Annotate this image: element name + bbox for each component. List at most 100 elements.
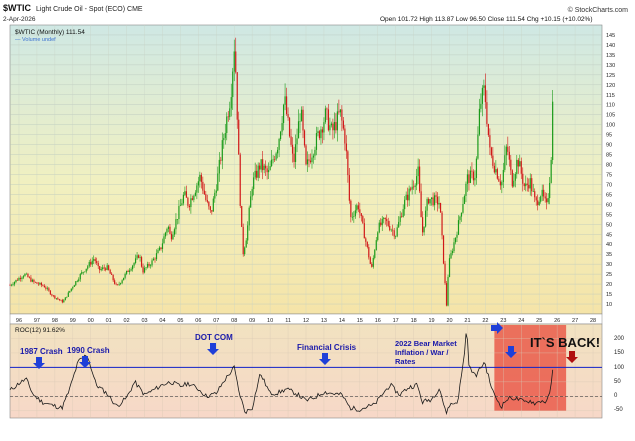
price-candle-body xyxy=(411,186,413,190)
price-candle-body xyxy=(471,170,473,172)
price-candle-body xyxy=(36,282,38,284)
price-candle-body xyxy=(212,198,214,212)
roc-series-line xyxy=(9,333,554,416)
x-axis: 96 97 98 99 00 01 02 03 04 05 06 07 08 09 10 11 12 13 14 15… xyxy=(16,318,596,324)
price-tick-label: 50 xyxy=(606,222,612,228)
price-candle-body xyxy=(516,159,518,174)
price-candle-body xyxy=(522,173,524,184)
its-back-highlight xyxy=(494,325,567,411)
price-candle-body xyxy=(248,207,250,226)
price-candle-body xyxy=(369,257,371,264)
price-candle-body xyxy=(66,296,68,298)
price-candle-body xyxy=(550,159,552,183)
price-candle-body xyxy=(456,234,458,238)
price-candle-body xyxy=(73,285,75,288)
price-candle-body xyxy=(398,221,400,228)
x-tick-label: 99 xyxy=(70,318,76,324)
price-candle-body xyxy=(393,230,395,237)
price-candle-body xyxy=(327,109,330,131)
price-tick-label: 95 xyxy=(606,133,612,139)
price-candle-body xyxy=(251,189,253,197)
price-candle-body xyxy=(549,182,551,199)
annotation-1990-crash: 1990 Crash xyxy=(67,346,110,355)
price-candle-body xyxy=(13,282,16,285)
price-candle-body xyxy=(128,270,131,272)
price-candle-body xyxy=(294,144,297,163)
price-candle-body xyxy=(224,133,226,139)
price-candle-body xyxy=(519,161,521,167)
price-candle-body xyxy=(378,222,380,233)
price-candle-body xyxy=(407,194,409,201)
price-candle-body xyxy=(441,212,443,236)
price-candle-body xyxy=(528,184,530,189)
price-candle-body xyxy=(12,284,14,285)
price-candle-body xyxy=(372,257,374,267)
x-tick-label: 16 xyxy=(375,318,381,324)
price-candle-body xyxy=(230,97,232,109)
price-candle-body xyxy=(15,279,17,283)
price-candle-body xyxy=(120,283,122,284)
price-candle-body xyxy=(114,280,116,284)
price-candle-body xyxy=(317,131,319,134)
price-candle-body xyxy=(510,159,512,171)
price-candle-body xyxy=(118,283,120,285)
price-candle-body xyxy=(374,250,376,258)
price-candle-body xyxy=(18,278,20,281)
price-candle-body xyxy=(483,85,485,88)
price-candle-body xyxy=(381,218,383,226)
x-tick-label: 09 xyxy=(249,318,255,324)
price-candle-body xyxy=(302,109,304,131)
price-candle-body xyxy=(312,155,315,158)
price-candle-body xyxy=(396,227,398,237)
price-candle-body xyxy=(380,222,382,226)
price-tick-label: 15 xyxy=(606,292,612,298)
price-candle-body xyxy=(215,190,217,193)
price-candle-body xyxy=(504,155,506,170)
price-candle-body xyxy=(242,226,244,255)
price-candle-body xyxy=(140,257,143,267)
volume-legend: — Volume undef xyxy=(15,37,56,43)
price-candle-body xyxy=(137,255,140,258)
x-tick-label: 10 xyxy=(267,318,273,324)
price-candle-body xyxy=(460,212,463,217)
price-candle-body xyxy=(191,198,193,200)
price-tick-label: 60 xyxy=(606,202,612,208)
price-candle-body xyxy=(81,272,83,274)
price-candle-body xyxy=(330,123,333,126)
price-candle-body xyxy=(133,262,135,266)
price-candle-body xyxy=(408,188,410,201)
price-tick-label: 125 xyxy=(606,73,615,79)
price-candle-body xyxy=(145,267,147,269)
roc-tick-150: 150 xyxy=(614,350,625,356)
price-candle-body xyxy=(223,138,225,141)
x-tick-label: 20 xyxy=(446,318,452,324)
price-candle-body xyxy=(94,259,96,262)
price-candle-body xyxy=(37,283,40,285)
roc-grid xyxy=(10,324,602,418)
price-candle-body xyxy=(332,123,334,131)
price-candle-body xyxy=(284,96,286,105)
price-candle-body xyxy=(448,258,451,277)
price-candle-body xyxy=(276,149,279,154)
price-candle-body xyxy=(173,229,176,235)
price-candle-body xyxy=(214,192,216,199)
price-candle-body xyxy=(451,251,454,254)
price-candle-body xyxy=(314,149,316,156)
price-candle-body xyxy=(136,255,138,259)
price-candle-body xyxy=(33,279,35,282)
price-candle-body xyxy=(305,145,307,165)
price-candle-body xyxy=(266,168,268,173)
price-candle-body xyxy=(321,129,324,133)
price-candle-body xyxy=(127,270,129,272)
price-candle-body xyxy=(384,217,386,220)
price-candle-body xyxy=(87,266,89,269)
price-candle-body xyxy=(31,279,34,282)
price-candle-body xyxy=(498,178,500,182)
price-candle-body xyxy=(495,169,497,173)
x-tick-label: 08 xyxy=(231,318,237,324)
price-candle-body xyxy=(102,267,104,269)
x-tick-label: 18 xyxy=(411,318,417,324)
price-candle-body xyxy=(25,273,28,275)
arrow-right-icon xyxy=(491,322,503,334)
